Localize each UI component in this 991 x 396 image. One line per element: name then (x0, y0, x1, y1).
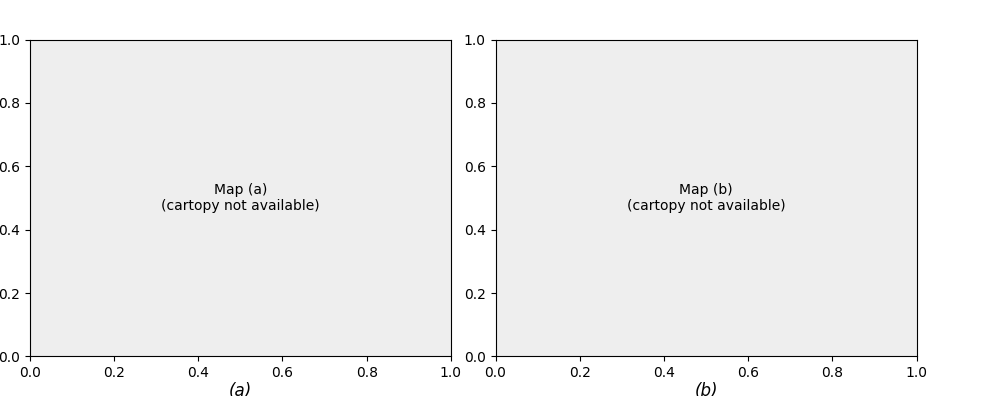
Text: (a): (a) (229, 382, 252, 396)
Text: Map (b)
(cartopy not available): Map (b) (cartopy not available) (626, 183, 786, 213)
Text: (b): (b) (695, 382, 717, 396)
Text: Map (a)
(cartopy not available): Map (a) (cartopy not available) (161, 183, 320, 213)
